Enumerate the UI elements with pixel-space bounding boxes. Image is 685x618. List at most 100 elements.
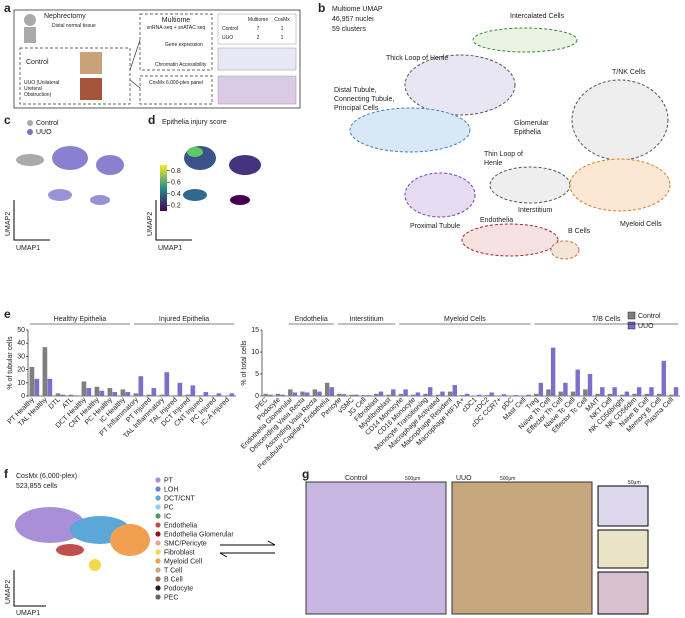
cluster [461,223,559,257]
cluster-label: Glomerular [514,120,549,127]
bar [185,394,191,396]
cluster [404,172,476,218]
bar [211,395,217,396]
group-label: Injured Epithelia [159,316,209,323]
bar [575,369,580,396]
panel-label: a [4,1,11,15]
panel-b: Multiome UMAP 46,957 nuclei 59 clusters … [332,6,671,260]
legend-label: PT [164,478,174,485]
text: Distal normal tissue [52,23,96,29]
bar [538,382,544,396]
legend-label: Podocyte [164,586,193,593]
axis-label: UMAP2 [5,580,12,604]
arrow [129,39,141,89]
frame [139,13,213,71]
panel-label: c [4,113,11,127]
cluster-label: T/NK Cells [612,69,646,76]
bar [133,393,139,396]
bar [649,387,654,396]
bar [546,389,551,396]
colorbar-tick-label: 0.6 [171,179,181,186]
bar [268,394,273,396]
bar [229,393,235,396]
legend-swatch [155,585,161,591]
text: Multiome UMAP [332,6,383,13]
legend-swatch [155,486,161,492]
legend-swatch [155,540,161,546]
bar [172,395,178,396]
legend-label: PEC [164,595,178,602]
bar [216,393,222,396]
axis [155,200,192,241]
cluster [404,54,516,116]
umap-points [229,155,261,175]
bar [86,388,92,396]
bar [661,360,666,396]
bar [73,395,79,396]
bar [391,389,396,396]
bar [563,382,568,396]
bar [81,381,87,396]
bar [501,394,507,396]
bar [329,387,335,396]
bar [427,387,433,396]
bar [374,393,379,396]
bar [440,391,445,396]
umap-points [15,507,85,543]
cluster [550,240,580,260]
bar [403,389,408,396]
image [597,571,649,615]
legend-label: Myeloid Cell [164,559,203,566]
legend-swatch [27,120,33,126]
bar [55,393,61,396]
cluster-label: Epithelia [514,129,541,136]
image [217,47,297,71]
bar [125,392,131,396]
legend-swatch [155,576,161,582]
colorbar-tick-label: 0.4 [171,191,181,198]
bar [624,391,630,396]
umap-points [183,189,207,201]
panel-label: b [318,1,325,15]
scale-label: 500μm [405,476,420,482]
y-tick-label: 40 [17,340,25,347]
axis-label: UMAP2 [147,212,154,236]
legend: Control UUO [627,311,661,330]
legend-label: Control [638,313,661,320]
cluster-label: Principal Cells [334,105,379,112]
legend-swatch [155,594,161,600]
bar [280,394,285,396]
bar [460,395,465,396]
legend-label: LOH [164,487,178,494]
bar [435,394,441,396]
frame [139,75,213,105]
bar [447,391,453,396]
panel-f: CosMx (6,000-plex) 523,855 cells UMAP1 U… [5,473,276,617]
y-tick-label: 15 [251,327,259,334]
image [597,485,649,527]
image [597,529,649,569]
table-header: CosMx [274,17,290,23]
umap-points [187,147,203,157]
bar [600,387,605,396]
axis-label: UMAP1 [16,245,40,252]
text: CosMx 6,000-plex panel [149,80,203,86]
bar [120,389,126,396]
legend-swatch [627,311,636,320]
y-axis-label: % of tubular cells [7,336,14,390]
cluster [569,158,671,212]
legend-swatch [155,531,161,537]
legend-swatch [155,504,161,510]
bar [570,391,576,396]
bar [632,393,637,396]
y-tick-label: 10 [251,349,259,356]
bar [203,392,209,396]
colorbar-tick-label: 0.8 [171,168,181,175]
y-tick-label: 0 [21,393,25,400]
bar [673,387,679,396]
y-tick-label: 0 [255,393,259,400]
bar [398,393,404,396]
text: Chromatin Accessibility [155,62,207,68]
panel-g: Control UUO 500μm 500μm 50μm [305,475,649,615]
